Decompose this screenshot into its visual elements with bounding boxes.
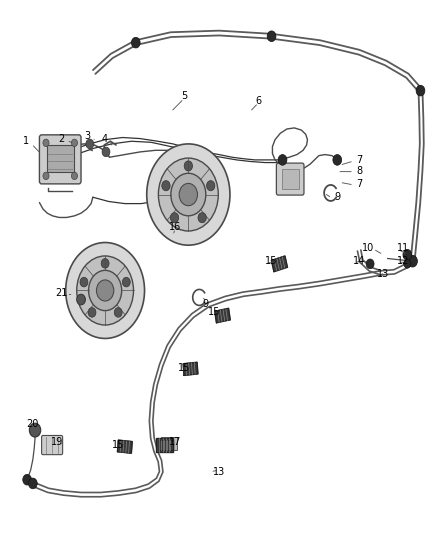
Polygon shape xyxy=(183,362,198,375)
Circle shape xyxy=(333,155,342,165)
Text: 5: 5 xyxy=(181,91,187,101)
Circle shape xyxy=(80,277,88,287)
Circle shape xyxy=(207,181,215,191)
Circle shape xyxy=(159,158,218,231)
Text: 1: 1 xyxy=(23,136,29,146)
Text: 7: 7 xyxy=(356,179,362,189)
Circle shape xyxy=(404,260,411,268)
Polygon shape xyxy=(156,438,173,452)
Circle shape xyxy=(71,172,78,180)
Text: 15: 15 xyxy=(178,363,190,373)
Circle shape xyxy=(198,213,206,223)
Text: 10: 10 xyxy=(362,243,374,253)
Text: 9: 9 xyxy=(334,192,340,202)
FancyBboxPatch shape xyxy=(39,135,81,184)
Circle shape xyxy=(96,280,114,301)
Text: 13: 13 xyxy=(377,270,389,279)
Text: 7: 7 xyxy=(356,155,362,165)
Text: 21: 21 xyxy=(55,288,67,298)
Circle shape xyxy=(131,37,140,48)
Circle shape xyxy=(114,308,122,317)
Bar xyxy=(161,437,177,450)
Circle shape xyxy=(162,181,170,191)
Circle shape xyxy=(88,308,96,317)
Polygon shape xyxy=(215,308,230,323)
Text: 15: 15 xyxy=(265,256,278,266)
Circle shape xyxy=(147,144,230,245)
Bar xyxy=(47,145,74,172)
Circle shape xyxy=(86,139,94,149)
Polygon shape xyxy=(159,440,173,450)
Text: 16: 16 xyxy=(169,222,181,231)
Bar xyxy=(282,169,299,189)
Circle shape xyxy=(71,139,78,147)
Text: 6: 6 xyxy=(255,96,261,106)
Polygon shape xyxy=(272,256,287,272)
Text: 14: 14 xyxy=(353,256,365,266)
Circle shape xyxy=(88,270,122,311)
Text: 9: 9 xyxy=(203,299,209,309)
Text: 8: 8 xyxy=(356,166,362,175)
Circle shape xyxy=(43,172,49,180)
Circle shape xyxy=(403,249,412,260)
FancyBboxPatch shape xyxy=(42,435,63,455)
Circle shape xyxy=(179,183,198,206)
Text: 17: 17 xyxy=(169,438,181,447)
Circle shape xyxy=(43,139,49,147)
Circle shape xyxy=(77,256,134,325)
Circle shape xyxy=(66,243,145,338)
Text: 4: 4 xyxy=(102,134,108,143)
Text: 19: 19 xyxy=(51,438,63,447)
Text: 11: 11 xyxy=(397,243,409,253)
Text: 20: 20 xyxy=(27,419,39,429)
Text: 2: 2 xyxy=(58,134,64,143)
Circle shape xyxy=(102,147,110,157)
Circle shape xyxy=(101,259,109,268)
Circle shape xyxy=(122,277,130,287)
Circle shape xyxy=(29,423,41,437)
Circle shape xyxy=(171,173,206,216)
Circle shape xyxy=(267,31,276,42)
Text: 12: 12 xyxy=(397,256,409,266)
Circle shape xyxy=(278,155,287,165)
Circle shape xyxy=(23,474,32,485)
Polygon shape xyxy=(117,440,132,453)
Circle shape xyxy=(366,259,374,269)
Circle shape xyxy=(408,255,417,267)
Text: 13: 13 xyxy=(213,467,225,477)
Circle shape xyxy=(170,213,179,223)
Circle shape xyxy=(77,294,85,305)
Text: 3: 3 xyxy=(85,131,91,141)
FancyBboxPatch shape xyxy=(276,163,304,195)
Text: 15: 15 xyxy=(112,440,124,450)
Circle shape xyxy=(28,478,37,489)
Text: 15: 15 xyxy=(208,307,221,317)
Circle shape xyxy=(184,161,193,171)
Circle shape xyxy=(416,85,425,96)
